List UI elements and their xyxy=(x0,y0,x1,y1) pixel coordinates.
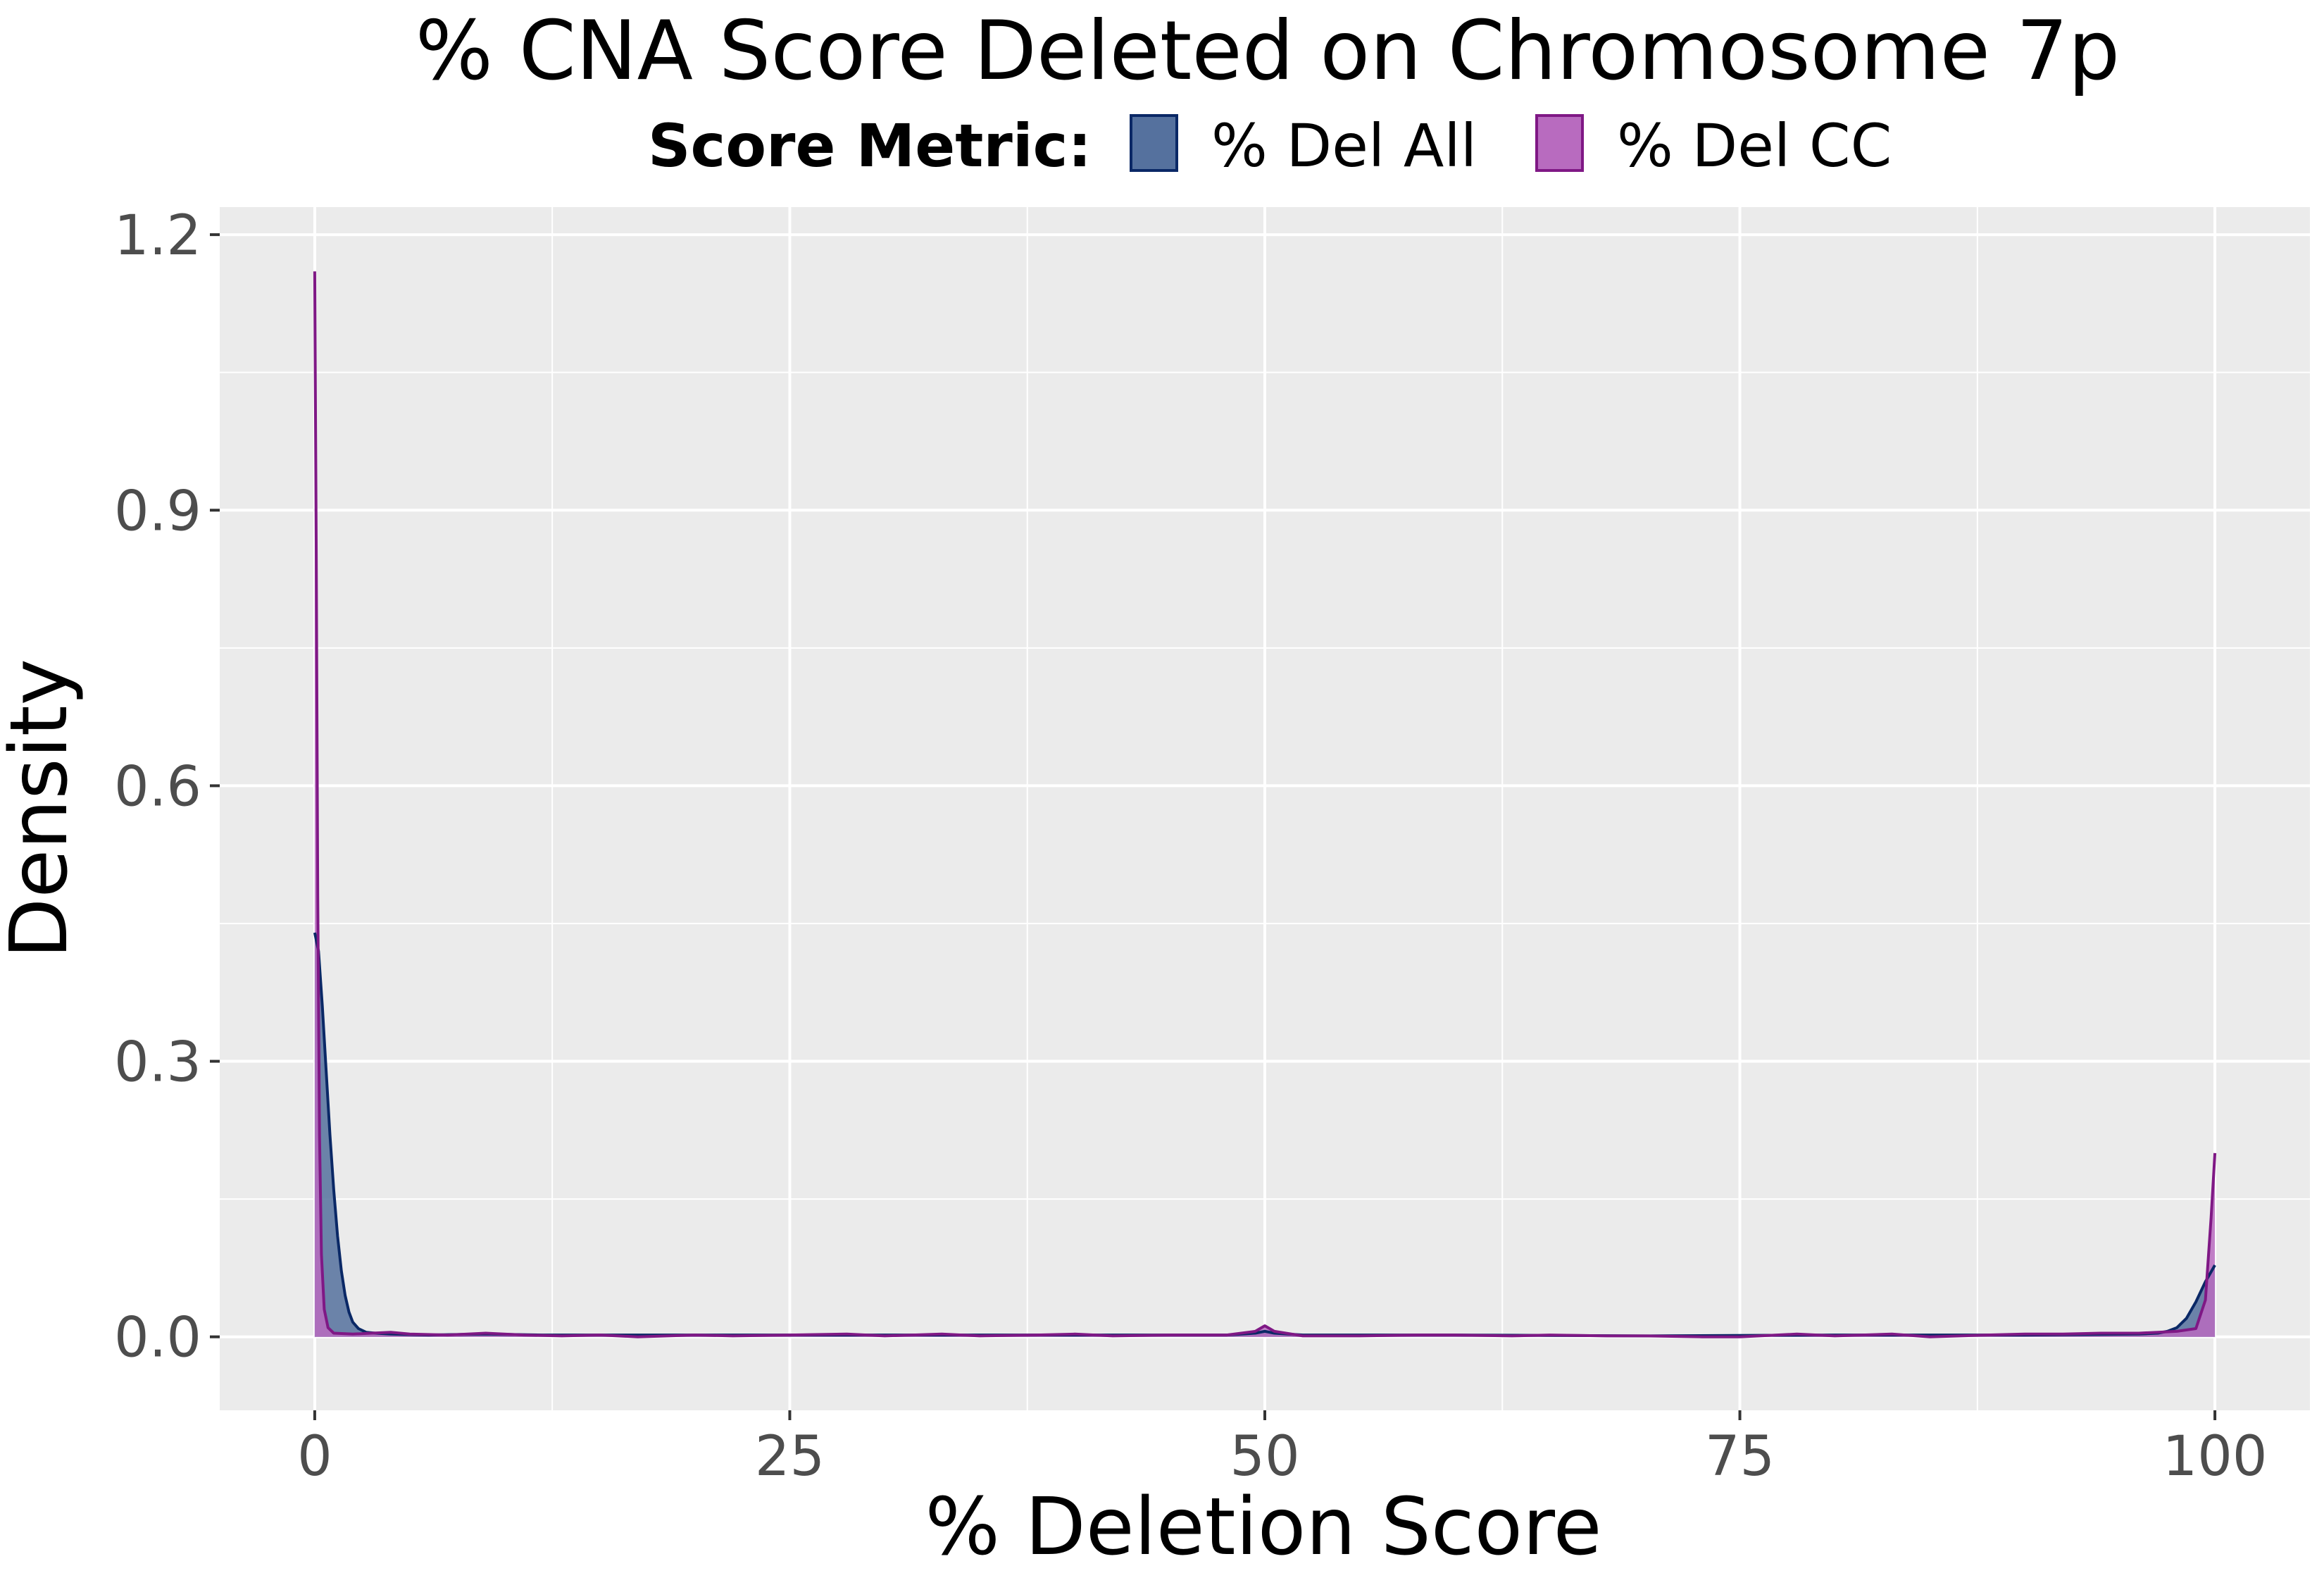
y-tick-label: 1.2 xyxy=(114,204,201,268)
legend: Score Metric: % Del All % Del CC xyxy=(648,111,1892,180)
legend-key-del-cc xyxy=(1535,114,1584,172)
x-tick-label: 50 xyxy=(1230,1425,1299,1488)
density-line-del-cc xyxy=(313,271,2217,1338)
axes: 0 25 50 75 100 0.0 0.3 0.6 0.9 1.2 xyxy=(114,204,2268,1488)
legend-label-del-all: % Del All xyxy=(1211,111,1477,180)
gridlines xyxy=(220,207,2310,1410)
x-tick-label: 75 xyxy=(1705,1425,1775,1488)
legend-key-del-all xyxy=(1130,114,1178,172)
legend-label-del-cc: % Del CC xyxy=(1617,111,1892,180)
legend-title: Score Metric: xyxy=(648,111,1092,180)
y-axis-title: Density xyxy=(0,659,85,959)
x-axis-title: % Deletion Score xyxy=(925,1481,1601,1573)
y-tick-label: 0.6 xyxy=(114,755,201,819)
y-tick-label: 0.3 xyxy=(114,1031,201,1095)
density-series xyxy=(313,271,2217,1338)
y-tick-label: 0.0 xyxy=(114,1307,201,1370)
chart-title: % CNA Score Deleted on Chromosome 7p xyxy=(416,4,2120,99)
x-tick-label: 25 xyxy=(755,1425,825,1488)
x-tick-label: 0 xyxy=(297,1425,332,1488)
y-tick-label: 0.9 xyxy=(114,480,201,543)
x-tick-label: 100 xyxy=(2163,1425,2268,1488)
